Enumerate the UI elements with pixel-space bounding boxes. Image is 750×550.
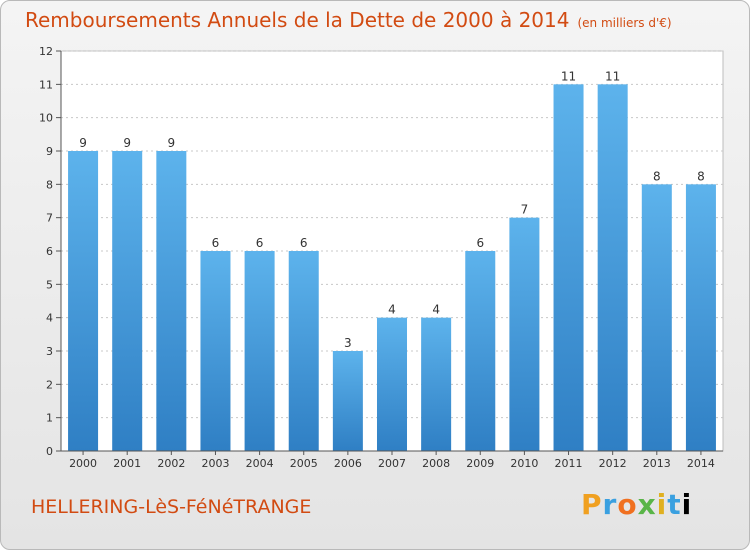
commune-name: HELLERING-LèS-FéNéTRANGE (31, 496, 312, 518)
data-label: 11 (561, 69, 576, 83)
y-tick-label: 1 (46, 412, 53, 425)
x-tick-label: 2014 (687, 457, 715, 470)
data-label: 9 (168, 136, 176, 150)
brand-letter: o (617, 488, 638, 521)
x-tick-label: 2012 (599, 457, 627, 470)
data-label: 6 (212, 236, 220, 250)
bar (112, 151, 143, 451)
bar (244, 251, 275, 451)
data-label: 7 (521, 203, 529, 217)
y-tick-label: 9 (46, 145, 53, 158)
bar (421, 317, 452, 451)
y-tick-label: 10 (39, 112, 53, 125)
y-tick-label: 12 (39, 45, 53, 58)
x-tick-label: 2007 (378, 457, 406, 470)
bar (376, 317, 408, 451)
data-label: 4 (432, 303, 440, 317)
labels: 9 9 9 6 6 6 3 4 4 6 7 11 11 8 8 (79, 69, 705, 350)
y-tick-label: 4 (46, 312, 53, 325)
chart-title: Remboursements Annuels de la Dette de 20… (25, 8, 672, 32)
data-label: 9 (123, 136, 131, 150)
chart-subtitle: (en milliers d'€) (577, 16, 672, 30)
brand-letter: i (681, 488, 693, 521)
y-tick-label: 6 (46, 245, 53, 258)
x-tick-label: 2005 (290, 457, 318, 470)
y-tick-label: 0 (46, 445, 53, 458)
x-tick-label: 2003 (201, 457, 229, 470)
bar (509, 217, 540, 451)
x-tick-label: 2000 (69, 457, 97, 470)
brand-letter: t (667, 488, 682, 521)
bar (156, 151, 187, 451)
brand-letter: x (637, 488, 657, 521)
bar (332, 351, 363, 451)
data-label: 9 (79, 136, 87, 150)
bar (553, 84, 584, 451)
bar (288, 251, 319, 451)
data-label: 6 (256, 236, 264, 250)
x-tick-label: 2010 (510, 457, 538, 470)
bar (641, 184, 672, 452)
x-tick-label: 2011 (555, 457, 583, 470)
y-tick-label: 8 (46, 178, 53, 191)
x-tick-label: 2013 (643, 457, 671, 470)
x-tick-label: 2009 (466, 457, 494, 470)
data-label: 4 (388, 303, 396, 317)
bar (68, 151, 99, 451)
data-label: 11 (605, 69, 620, 83)
bar (685, 184, 716, 452)
x-tick-label: 2002 (157, 457, 185, 470)
x-tick-label: 2001 (113, 457, 141, 470)
data-label: 6 (300, 236, 308, 250)
brand-letter: P (581, 488, 603, 521)
y-tick-label: 3 (46, 345, 53, 358)
brand-logo: Proxiti (581, 488, 692, 521)
y-tick-label: 11 (39, 78, 53, 91)
x-tick-label: 2006 (334, 457, 362, 470)
brand-letter: i (656, 488, 668, 521)
data-label: 8 (697, 169, 705, 183)
data-label: 3 (344, 336, 352, 350)
bar (597, 84, 628, 451)
x-tick-label: 2008 (422, 457, 450, 470)
y-tick-label: 2 (46, 378, 53, 391)
y-tick-label: 7 (46, 212, 53, 225)
data-label: 8 (653, 169, 661, 183)
chart-title-text: Remboursements Annuels de la Dette de 20… (25, 8, 570, 32)
brand-letter: r (602, 488, 618, 521)
data-label: 6 (476, 236, 484, 250)
bars (68, 84, 716, 452)
y-tick-label: 5 (46, 278, 53, 291)
bar (465, 251, 496, 451)
bar (200, 251, 231, 451)
x-tick-label: 2004 (246, 457, 274, 470)
